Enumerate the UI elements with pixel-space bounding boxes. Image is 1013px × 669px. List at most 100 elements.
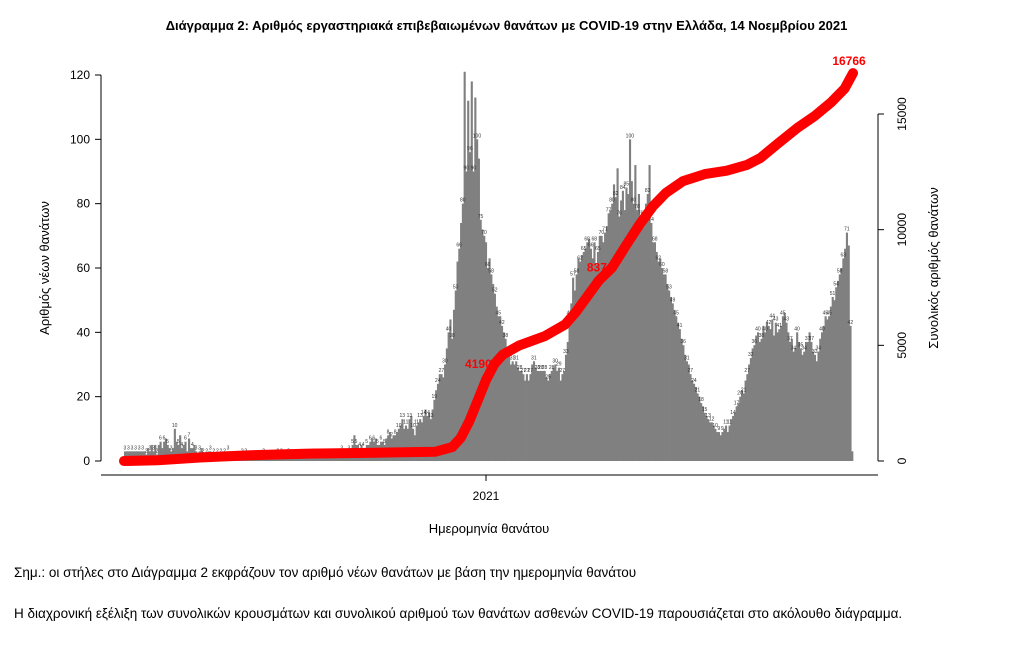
bar (662, 274, 665, 461)
bar-value-label: 84 (620, 185, 626, 191)
bar-value-label: 24 (691, 378, 697, 384)
bar (166, 444, 169, 461)
bar-value-label: 5 (376, 439, 379, 445)
y-tick-label: 120 (70, 68, 90, 82)
bar (716, 432, 719, 461)
bar-value-label: 60 (659, 262, 665, 268)
y-tick-label: 20 (77, 390, 91, 404)
bar (481, 229, 484, 461)
bar-value-label: 10 (172, 423, 178, 429)
bar (746, 374, 749, 461)
bar (668, 290, 671, 461)
bar (762, 325, 765, 461)
bar (652, 242, 655, 461)
body-paragraph: Η διαχρονική εξέλιξη των συνολικών κρουσ… (14, 606, 903, 621)
bar (314, 457, 317, 461)
bar (831, 296, 834, 461)
bar (595, 264, 598, 461)
bar (483, 235, 486, 461)
bar (833, 300, 836, 461)
bar (417, 422, 420, 461)
bar (285, 457, 288, 461)
bar (326, 457, 329, 461)
bar (397, 428, 400, 461)
bar-value-label: 96 (467, 146, 473, 152)
bar-value-label: 27 (744, 368, 750, 374)
bar (317, 457, 320, 461)
bar (749, 358, 752, 461)
bar (445, 348, 448, 461)
bar-value-label: 11 (723, 420, 728, 426)
bar-value-label: 58 (574, 268, 580, 274)
bar-value-label: 80 (460, 198, 466, 204)
bar-value-label: 37 (808, 336, 814, 342)
bar (659, 258, 662, 461)
bar-value-label: 29 (556, 362, 562, 368)
bar-value-label: 27 (439, 368, 445, 374)
bar (529, 374, 532, 461)
bar-value-label: 65 (581, 246, 587, 252)
bar-value-label: 11 (414, 420, 419, 426)
bar-value-label: 10 (410, 423, 416, 429)
bar (701, 406, 704, 461)
bar (531, 364, 534, 461)
bar-value-label: 13 (399, 413, 405, 419)
bar (764, 332, 767, 461)
bar-value-label: 5 (177, 439, 180, 445)
bar (173, 428, 176, 461)
bar (678, 329, 681, 461)
bar (476, 139, 479, 461)
bar (570, 303, 573, 461)
bar-value-label: 5 (351, 439, 354, 445)
bar-value-label: 14 (424, 410, 430, 416)
bar (621, 190, 624, 462)
bar (499, 316, 502, 461)
bar-value-label: 3 (195, 445, 198, 451)
bar-value-label: 77 (606, 207, 612, 213)
bar (628, 139, 632, 461)
bar (824, 316, 827, 461)
bar (182, 444, 185, 461)
bar (307, 457, 310, 461)
bar-value-label: 27 (520, 368, 526, 374)
bar-value-label: 37 (787, 336, 793, 342)
bar (625, 187, 628, 461)
bar (177, 444, 180, 461)
bar-value-label: 45 (495, 310, 501, 316)
bar (783, 313, 786, 461)
bar-value-label: 5 (383, 439, 386, 445)
bar (732, 415, 735, 461)
bar (596, 251, 600, 461)
bar-value-label: 3 (148, 445, 151, 451)
bar-value-label: 33 (812, 349, 818, 355)
bar-value-label: 44 (769, 313, 775, 319)
bar-value-label: 13 (417, 413, 423, 419)
bar-value-label: 42 (766, 320, 772, 326)
bar (454, 290, 457, 461)
bar-value-label: 30 (442, 359, 448, 365)
bar (821, 332, 824, 461)
bar (835, 287, 838, 461)
bar (755, 335, 758, 461)
bar-value-label: 5 (365, 439, 368, 445)
bar (769, 329, 772, 461)
line-value-label: 8370 (587, 260, 614, 274)
bar (616, 168, 619, 461)
bar-value-label: 6 (184, 436, 187, 442)
bar (694, 387, 697, 461)
bar (765, 322, 769, 461)
bar (691, 380, 694, 461)
bar (456, 261, 459, 461)
bar (826, 319, 829, 461)
bar (433, 399, 436, 461)
bar (577, 258, 580, 461)
y-tick-label: 60 (77, 261, 91, 275)
bar-value-label: 36 (680, 339, 686, 345)
bar-value-label: 27 (560, 368, 566, 374)
bar (840, 268, 843, 461)
bar (797, 341, 801, 461)
bar-value-label: 38 (449, 333, 455, 339)
bar (806, 341, 809, 461)
bar-value-label: 58 (837, 268, 843, 274)
